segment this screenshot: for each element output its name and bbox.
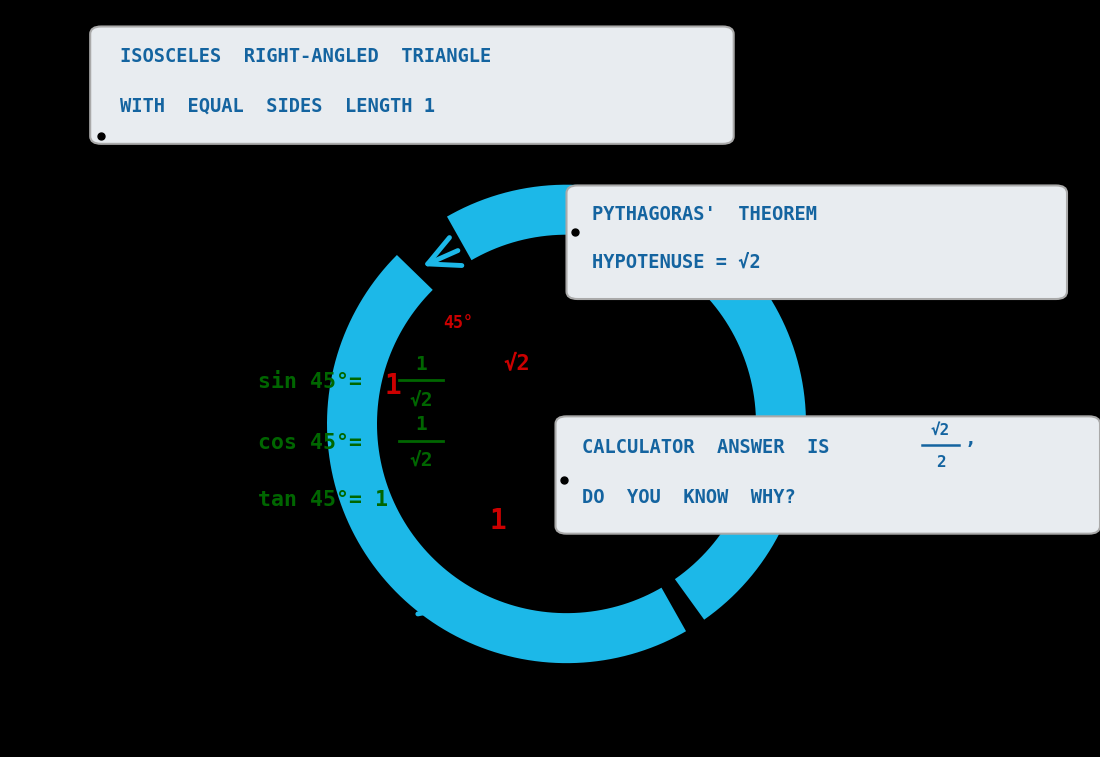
Text: HYPOTENUSE = √2: HYPOTENUSE = √2 bbox=[592, 252, 760, 272]
Text: 45°: 45° bbox=[443, 314, 473, 332]
Text: ,: , bbox=[965, 429, 977, 448]
FancyBboxPatch shape bbox=[566, 185, 1067, 299]
FancyBboxPatch shape bbox=[556, 416, 1100, 534]
Text: tan 45°= 1: tan 45°= 1 bbox=[258, 490, 388, 509]
Text: cos 45°=: cos 45°= bbox=[258, 433, 363, 453]
Text: sin 45°=: sin 45°= bbox=[258, 372, 363, 392]
Text: 2: 2 bbox=[936, 455, 945, 470]
Text: 1: 1 bbox=[384, 372, 402, 400]
FancyBboxPatch shape bbox=[90, 26, 734, 144]
Text: √2: √2 bbox=[409, 390, 433, 410]
Text: √2: √2 bbox=[931, 423, 950, 438]
Text: 1: 1 bbox=[416, 415, 427, 435]
Text: 1: 1 bbox=[416, 354, 427, 374]
Text: DO  YOU  KNOW  WHY?: DO YOU KNOW WHY? bbox=[582, 488, 796, 507]
Text: 1: 1 bbox=[490, 507, 506, 535]
Text: WITH  EQUAL  SIDES  LENGTH 1: WITH EQUAL SIDES LENGTH 1 bbox=[120, 96, 434, 115]
Text: √2: √2 bbox=[504, 354, 530, 373]
Text: ISOSCELES  RIGHT-ANGLED  TRIANGLE: ISOSCELES RIGHT-ANGLED TRIANGLE bbox=[120, 47, 491, 66]
Text: PYTHAGORAS'  THEOREM: PYTHAGORAS' THEOREM bbox=[592, 205, 817, 224]
Text: CALCULATOR  ANSWER  IS: CALCULATOR ANSWER IS bbox=[582, 438, 829, 457]
Text: √2: √2 bbox=[409, 450, 433, 470]
